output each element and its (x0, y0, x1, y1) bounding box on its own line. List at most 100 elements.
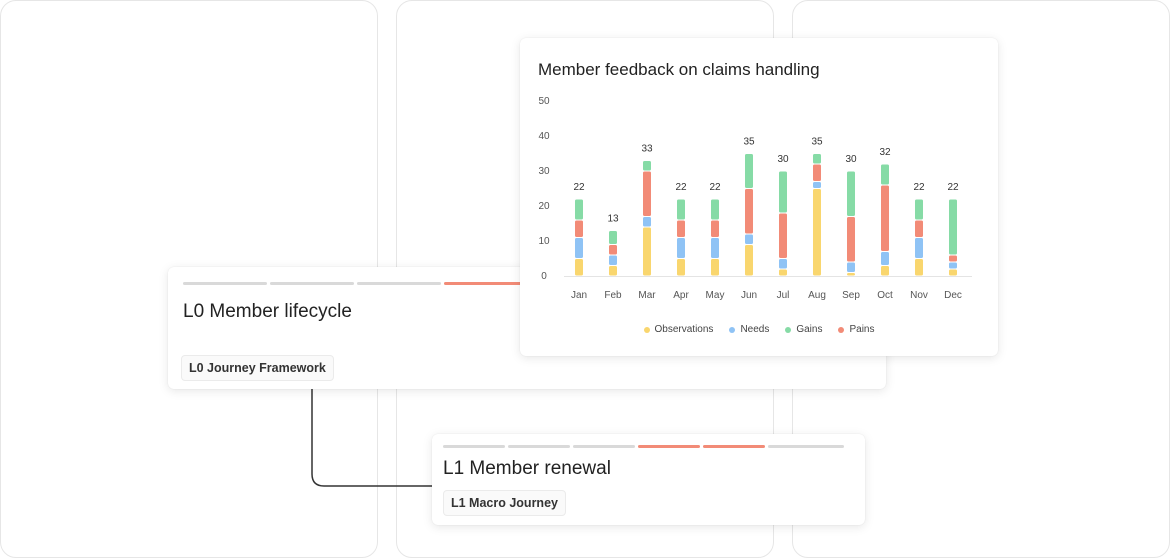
legend-label-needs: Needs (740, 324, 770, 335)
bar-segment-needs (677, 238, 685, 258)
x-tick-label: Sep (842, 290, 860, 301)
bar-segment-needs (745, 234, 753, 244)
bar-segment-observations (745, 245, 753, 276)
bar-segment-observations (847, 273, 855, 276)
bar-segment-gains (813, 154, 821, 164)
legend-dot-gains (785, 326, 792, 333)
l1-level-tag: L1 Macro Journey (443, 490, 566, 516)
bar-segment-needs (813, 182, 821, 188)
bar-segment-needs (881, 252, 889, 265)
bar-segment-needs (915, 238, 923, 258)
bar-total-label: 33 (641, 144, 653, 155)
bar-segment-needs (711, 238, 719, 258)
progress-segment-active (703, 445, 765, 448)
bar-segment-needs (847, 262, 855, 272)
progress-segment (508, 445, 570, 448)
bar-segment-gains (677, 199, 685, 220)
progress-segment (443, 445, 505, 448)
bar-segment-pains (813, 164, 821, 181)
bar-segment-pains (609, 245, 617, 255)
legend-item-gains: Gains (785, 324, 822, 335)
x-tick-label: Jul (777, 290, 790, 301)
x-tick-label: Mar (638, 290, 656, 301)
y-tick-label: 40 (538, 131, 550, 142)
legend-label-pains: Pains (849, 324, 875, 335)
legend-item-observations: Observations (643, 324, 714, 335)
y-tick-label: 0 (541, 271, 547, 282)
progress-segment (357, 282, 441, 285)
progress-segment (270, 282, 354, 285)
bar-segment-gains (949, 199, 957, 255)
stacked-bar-chart: 0 10 20 30 40 50 22 Jan 13 Feb 33 Mar 22 Apr 22 May 35 Ju… (538, 96, 972, 301)
bar-segment-pains (847, 217, 855, 262)
bar-segment-observations (949, 269, 957, 276)
l1-journey-card[interactable]: L1 Member renewal L1 Macro Journey (432, 434, 865, 525)
bar-segment-pains (711, 220, 719, 237)
l0-level-tag: L0 Journey Framework (181, 355, 334, 381)
bar-segment-needs (609, 255, 617, 265)
bar-segment-gains (575, 199, 583, 220)
bar-segment-gains (643, 161, 651, 171)
x-tick-label: Aug (808, 290, 826, 301)
legend-label-gains: Gains (796, 324, 823, 335)
bar-segment-gains (745, 154, 753, 188)
bar-segment-needs (575, 238, 583, 258)
bar-segment-gains (847, 171, 855, 216)
bar-segment-observations (711, 259, 719, 276)
bar-segment-observations (779, 269, 787, 276)
legend-label-observations: Observations (654, 324, 714, 335)
bar-segment-observations (881, 266, 889, 276)
bar-total-label: 22 (573, 182, 585, 193)
bar-segment-pains (779, 213, 787, 258)
bar-segment-observations (575, 259, 583, 276)
x-tick-label: Dec (944, 290, 962, 301)
bar-segment-pains (915, 220, 923, 237)
bar-segment-needs (779, 259, 787, 269)
l0-card-title: L0 Member lifecycle (183, 301, 352, 322)
x-tick-label: Oct (877, 290, 893, 301)
y-tick-label: 10 (538, 236, 550, 247)
chart-legend: Observations Needs Gains Pains (520, 324, 998, 335)
bar-segment-pains (575, 220, 583, 237)
x-tick-label: Apr (673, 290, 689, 301)
legend-dot-needs (729, 326, 736, 333)
bar-segment-gains (609, 231, 617, 244)
y-tick-label: 20 (538, 201, 550, 212)
x-tick-label: May (706, 290, 725, 301)
legend-dot-pains (838, 326, 845, 333)
l0-progress-bar (183, 282, 528, 285)
bar-total-label: 35 (743, 137, 755, 148)
bar-segment-needs (949, 262, 957, 269)
bar-segment-observations (643, 227, 651, 276)
progress-segment (183, 282, 267, 285)
bar-segment-observations (609, 266, 617, 276)
x-tick-label: Jan (571, 290, 587, 301)
bar-segment-gains (711, 199, 719, 220)
bar-segment-pains (881, 185, 889, 251)
y-tick-label: 50 (538, 96, 550, 107)
bar-segment-pains (677, 220, 685, 237)
progress-segment-active (638, 445, 700, 448)
bar-segment-pains (643, 171, 651, 216)
bar-segment-gains (881, 164, 889, 185)
bar-total-label: 30 (777, 154, 789, 165)
bar-segment-observations (915, 259, 923, 276)
x-tick-label: Feb (604, 290, 622, 301)
progress-segment (573, 445, 635, 448)
legend-dot-observations (643, 326, 650, 333)
progress-segment-active (444, 282, 528, 285)
x-tick-label: Jun (741, 290, 757, 301)
bar-segment-needs (643, 217, 651, 227)
bar-total-label: 13 (607, 214, 619, 225)
bar-segment-observations (677, 259, 685, 276)
progress-segment (768, 445, 844, 448)
bar-total-label: 22 (709, 182, 721, 193)
l1-card-title: L1 Member renewal (443, 458, 611, 479)
bar-total-label: 35 (811, 137, 823, 148)
bar-segment-gains (779, 171, 787, 213)
chart-title: Member feedback on claims handling (538, 60, 820, 79)
bar-segment-pains (745, 189, 753, 234)
bar-total-label: 30 (845, 154, 857, 165)
bar-total-label: 22 (675, 182, 687, 193)
y-tick-label: 30 (538, 166, 550, 177)
